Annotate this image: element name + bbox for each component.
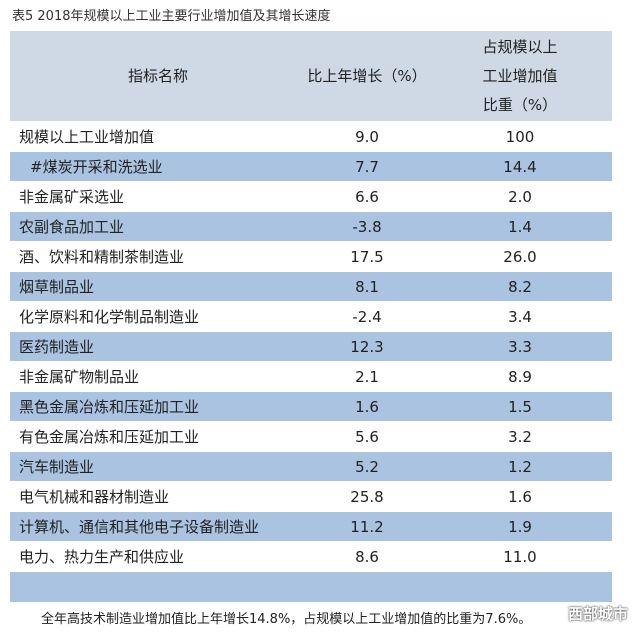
row-growth-cell: 6.6 xyxy=(355,187,379,206)
row-name-cell: #煤炭开采和洗选业 xyxy=(30,158,163,176)
row-growth-cell: 5.2 xyxy=(355,457,379,476)
row-share-cell: 1.6 xyxy=(508,487,532,506)
footnote: 全年高技术制造业增加值比上年增长14.8%，占规模以上工业增加值的比重为7.6%… xyxy=(41,612,532,627)
row-name-cell: 规模以上工业增加值 xyxy=(19,128,155,146)
table-row: #煤炭开采和洗选业 7.7 14.4 xyxy=(10,151,612,181)
row-growth-cell: 8.1 xyxy=(355,277,379,296)
row-growth-cell: 8.6 xyxy=(355,547,379,566)
table-row: 酒、饮料和精制茶制造业 17.5 26.0 xyxy=(10,241,612,271)
row-share-cell: 1.2 xyxy=(508,457,532,476)
header-growth: 比上年增长（%） xyxy=(307,66,427,85)
table-blank-row xyxy=(10,571,612,602)
table-caption: 表5 2018年规模以上工业主要行业增加值及其增长速度 xyxy=(12,9,331,24)
row-growth-cell: 25.8 xyxy=(350,487,384,506)
table-row: 规模以上工业增加值 9.0 100 xyxy=(10,121,612,151)
row-growth-cell: -3.8 xyxy=(352,217,382,236)
table-row: 汽车制造业 5.2 1.2 xyxy=(10,451,612,481)
header-name: 指标名称 xyxy=(127,66,188,85)
row-growth-cell: 5.6 xyxy=(355,427,379,446)
row-share-cell: 100 xyxy=(505,127,535,146)
row-share-cell: 3.2 xyxy=(508,427,532,446)
row-growth-cell: 2.1 xyxy=(355,367,379,386)
row-share-cell: 2.0 xyxy=(508,187,532,206)
row-growth-cell: -2.4 xyxy=(352,307,382,326)
table-header: 指标名称 比上年增长（%） 占规模以上 工业增加值 比重（%） xyxy=(10,31,612,121)
row-share-cell: 8.9 xyxy=(508,367,532,386)
row-share-cell: 1.9 xyxy=(508,517,532,536)
table-row: 非金属矿物制品业 2.1 8.9 xyxy=(10,361,612,391)
table-row: 黑色金属冶炼和压延加工业 1.6 1.5 xyxy=(10,391,612,421)
row-share-cell: 1.5 xyxy=(508,397,532,416)
table-row: 农副食品加工业 -3.8 1.4 xyxy=(10,211,612,241)
table-row: 电气机械和器材制造业 25.8 1.6 xyxy=(10,481,612,511)
row-name-cell: 非金属矿采选业 xyxy=(19,188,125,206)
table-row: 化学原料和化学制品制造业 -2.4 3.4 xyxy=(10,301,612,331)
row-name-cell: 烟草制品业 xyxy=(19,278,95,296)
row-share-cell: 14.4 xyxy=(503,157,537,176)
row-share-cell: 3.4 xyxy=(508,307,532,326)
row-name-cell: 黑色金属冶炼和压延加工业 xyxy=(19,398,200,416)
row-name-cell: 汽车制造业 xyxy=(19,458,95,476)
row-growth-cell: 12.3 xyxy=(350,337,384,356)
row-share-cell: 1.4 xyxy=(508,217,532,236)
row-growth-cell: 11.2 xyxy=(350,517,384,536)
industry-table: 指标名称 比上年增长（%） 占规模以上 工业增加值 比重（%） 规模以上工业增加… xyxy=(10,31,612,602)
row-growth-cell: 7.7 xyxy=(355,157,379,176)
watermark-logo: 西部城市 xyxy=(567,605,628,623)
table-row: 电力、热力生产和供应业 8.6 11.0 xyxy=(10,541,612,571)
table-row: 计算机、通信和其他电子设备制造业 11.2 1.9 xyxy=(10,511,612,541)
table-row: 医药制造业 12.3 3.3 xyxy=(10,331,612,361)
row-share-cell: 3.3 xyxy=(508,337,532,356)
row-name-cell: 酒、饮料和精制茶制造业 xyxy=(19,248,185,266)
table-row: 烟草制品业 8.1 8.2 xyxy=(10,271,612,301)
table-row: 非金属矿采选业 6.6 2.0 xyxy=(10,181,612,211)
row-name-cell: 电力、热力生产和供应业 xyxy=(19,548,185,566)
row-name-cell: 非金属矿物制品业 xyxy=(19,368,140,386)
row-share-cell: 26.0 xyxy=(503,247,537,266)
row-name-cell: 农副食品加工业 xyxy=(19,218,125,236)
header-share-line1: 占规模以上 xyxy=(482,37,558,56)
table-body: 规模以上工业增加值 9.0 100 #煤炭开采和洗选业 7.7 14.4 非金属矿采选业 6.… xyxy=(10,121,612,571)
header-share-line3: 比重（%） xyxy=(482,95,558,114)
header-share-line2: 工业增加值 xyxy=(482,66,558,85)
row-name-cell: 医药制造业 xyxy=(19,338,95,356)
header-share: 占规模以上 工业增加值 比重（%） xyxy=(428,31,612,121)
row-growth-cell: 9.0 xyxy=(355,127,379,146)
table-row: 有色金属冶炼和压延加工业 5.6 3.2 xyxy=(10,421,612,451)
row-share-cell: 8.2 xyxy=(508,277,532,296)
row-name-cell: 有色金属冶炼和压延加工业 xyxy=(19,428,200,446)
row-name-cell: 计算机、通信和其他电子设备制造业 xyxy=(19,518,260,536)
row-name-cell: 电气机械和器材制造业 xyxy=(19,488,170,506)
row-share-cell: 11.0 xyxy=(503,547,537,566)
row-growth-cell: 17.5 xyxy=(350,247,384,266)
row-growth-cell: 1.6 xyxy=(355,397,379,416)
row-name-cell: 化学原料和化学制品制造业 xyxy=(19,308,200,326)
